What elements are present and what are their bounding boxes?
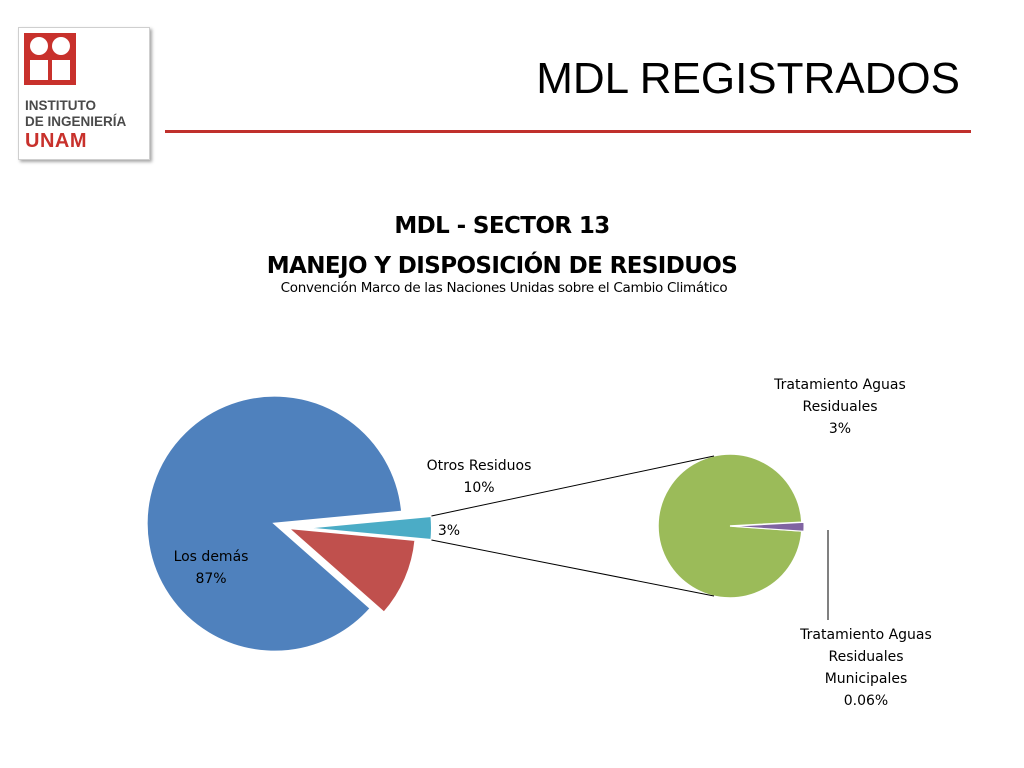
chart-title-line-2: MANEJO Y DISPOSICIÓN DE RESIDUOS xyxy=(266,253,738,279)
logo-text-line-2: DE INGENIERÍA xyxy=(25,114,127,129)
pie-slice-otros-residuos xyxy=(285,526,417,615)
pie-slice-tratamiento-aguas-residuales xyxy=(657,453,803,599)
primary-pie xyxy=(145,394,433,653)
logo-text-line-3: UNAM xyxy=(25,130,87,152)
data-label-los-demas: Los demás 87% xyxy=(174,549,249,587)
data-label-tratamiento-aguas-residuales: Tratamiento Aguas Residuales 3% xyxy=(773,377,906,437)
connector-lines xyxy=(431,455,829,620)
title-rule xyxy=(165,130,971,133)
slide-title: MDL REGISTRADOS xyxy=(536,54,960,103)
connector-line-bottom xyxy=(431,539,715,597)
data-label-tratamiento-aguas-residuales-municipales: Tratamiento Aguas Residuales Municipales 0.… xyxy=(799,627,932,709)
chart-title: MDL - SECTOR 13 xyxy=(394,213,610,239)
pie-slice-tratamiento-aguas-residuales-municipales xyxy=(731,521,805,532)
data-label-tratamiento-aguas: 3% xyxy=(438,523,460,539)
chart-subtitle: Convención Marco de las Naciones Unidas … xyxy=(280,280,728,296)
data-labels: Los demás 87% Otros Residuos 10% 3% Tratamien… xyxy=(174,377,932,709)
unam-emblem-icon xyxy=(24,33,76,85)
logo-text-line-1: INSTITUTO xyxy=(25,98,97,113)
data-label-otros-residuos: Otros Residuos 10% xyxy=(427,458,532,496)
connector-line-top xyxy=(431,455,715,517)
secondary-pie xyxy=(657,453,805,599)
pie-slice-tratamiento-aguas xyxy=(303,514,433,542)
pie-slice-los-demas xyxy=(145,394,404,653)
unam-logo: INSTITUTO DE INGENIERÍA UNAM xyxy=(18,27,150,160)
